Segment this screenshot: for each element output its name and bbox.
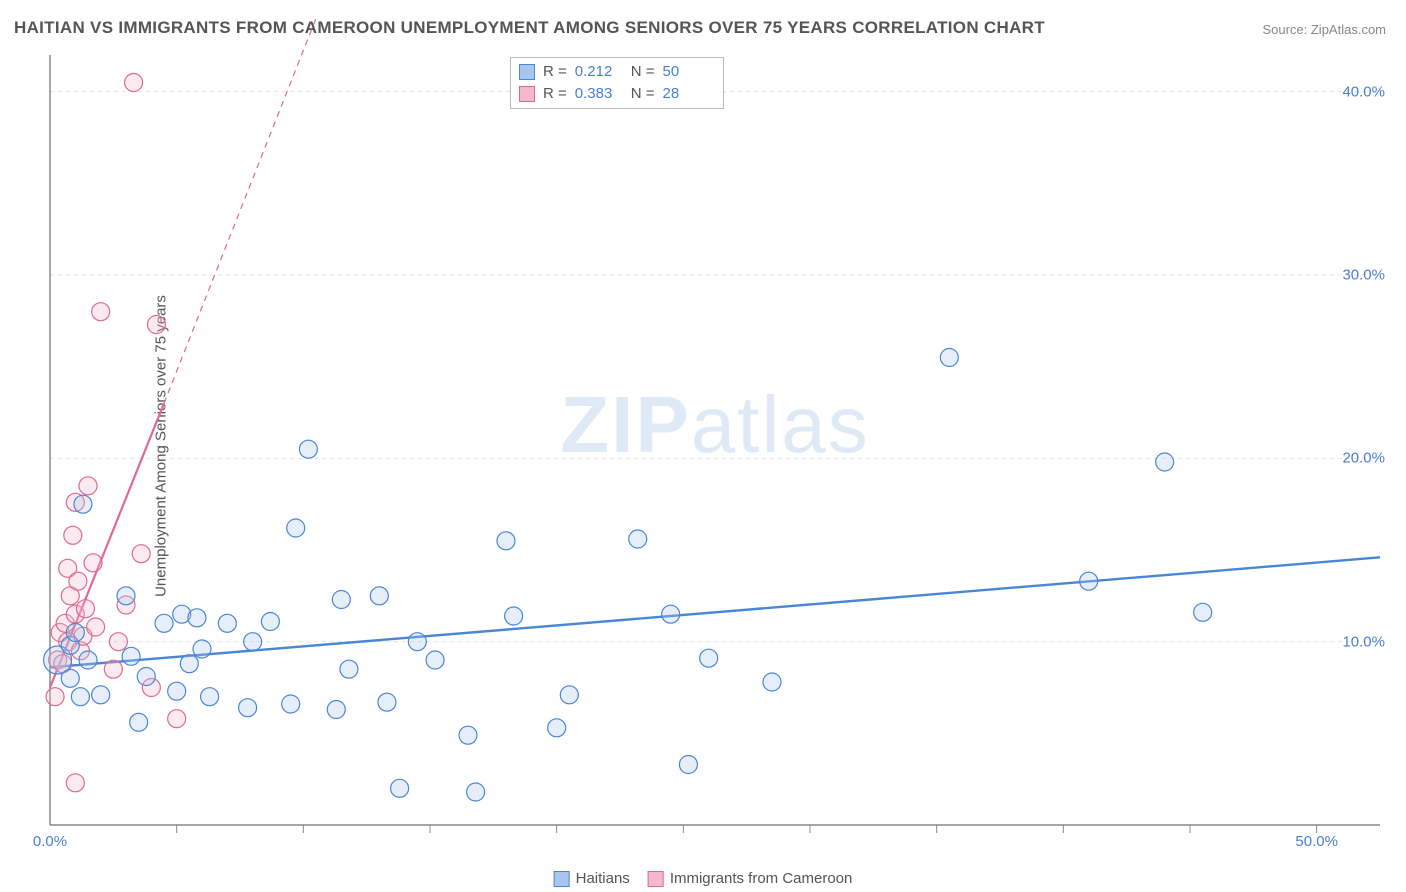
legend-item: Haitians: [554, 870, 630, 887]
series-legend: Haitians Immigrants from Cameroon: [554, 870, 853, 887]
source-attribution: Source: ZipAtlas.com: [1262, 22, 1386, 37]
y-tick-label: 40.0%: [1315, 83, 1385, 100]
y-tick-label: 10.0%: [1315, 633, 1385, 650]
y-tick-label: 20.0%: [1315, 450, 1385, 467]
swatch-icon: [554, 871, 570, 887]
chart-title: HAITIAN VS IMMIGRANTS FROM CAMEROON UNEM…: [14, 18, 1045, 38]
swatch-icon: [648, 871, 664, 887]
stats-row: R = 0.212 N = 50: [519, 61, 711, 83]
legend-item: Immigrants from Cameroon: [648, 870, 853, 887]
stats-row: R = 0.383 N = 28: [519, 83, 711, 105]
legend-label: Haitians: [576, 870, 630, 887]
swatch-icon: [519, 86, 535, 102]
correlation-n: 50: [663, 61, 711, 83]
scatter-chart: [50, 55, 1380, 825]
y-tick-label: 30.0%: [1315, 267, 1385, 284]
x-tick-label: 50.0%: [1295, 833, 1338, 850]
correlation-n: 28: [663, 83, 711, 105]
swatch-icon: [519, 64, 535, 80]
correlation-stats-box: R = 0.212 N = 50 R = 0.383 N = 28: [510, 57, 724, 109]
x-tick-label: 0.0%: [33, 833, 67, 850]
legend-label: Immigrants from Cameroon: [670, 870, 853, 887]
plot-area: ZIPatlas R = 0.212 N = 50 R = 0.383 N = …: [50, 55, 1380, 825]
correlation-r: 0.383: [575, 83, 623, 105]
correlation-r: 0.212: [575, 61, 623, 83]
